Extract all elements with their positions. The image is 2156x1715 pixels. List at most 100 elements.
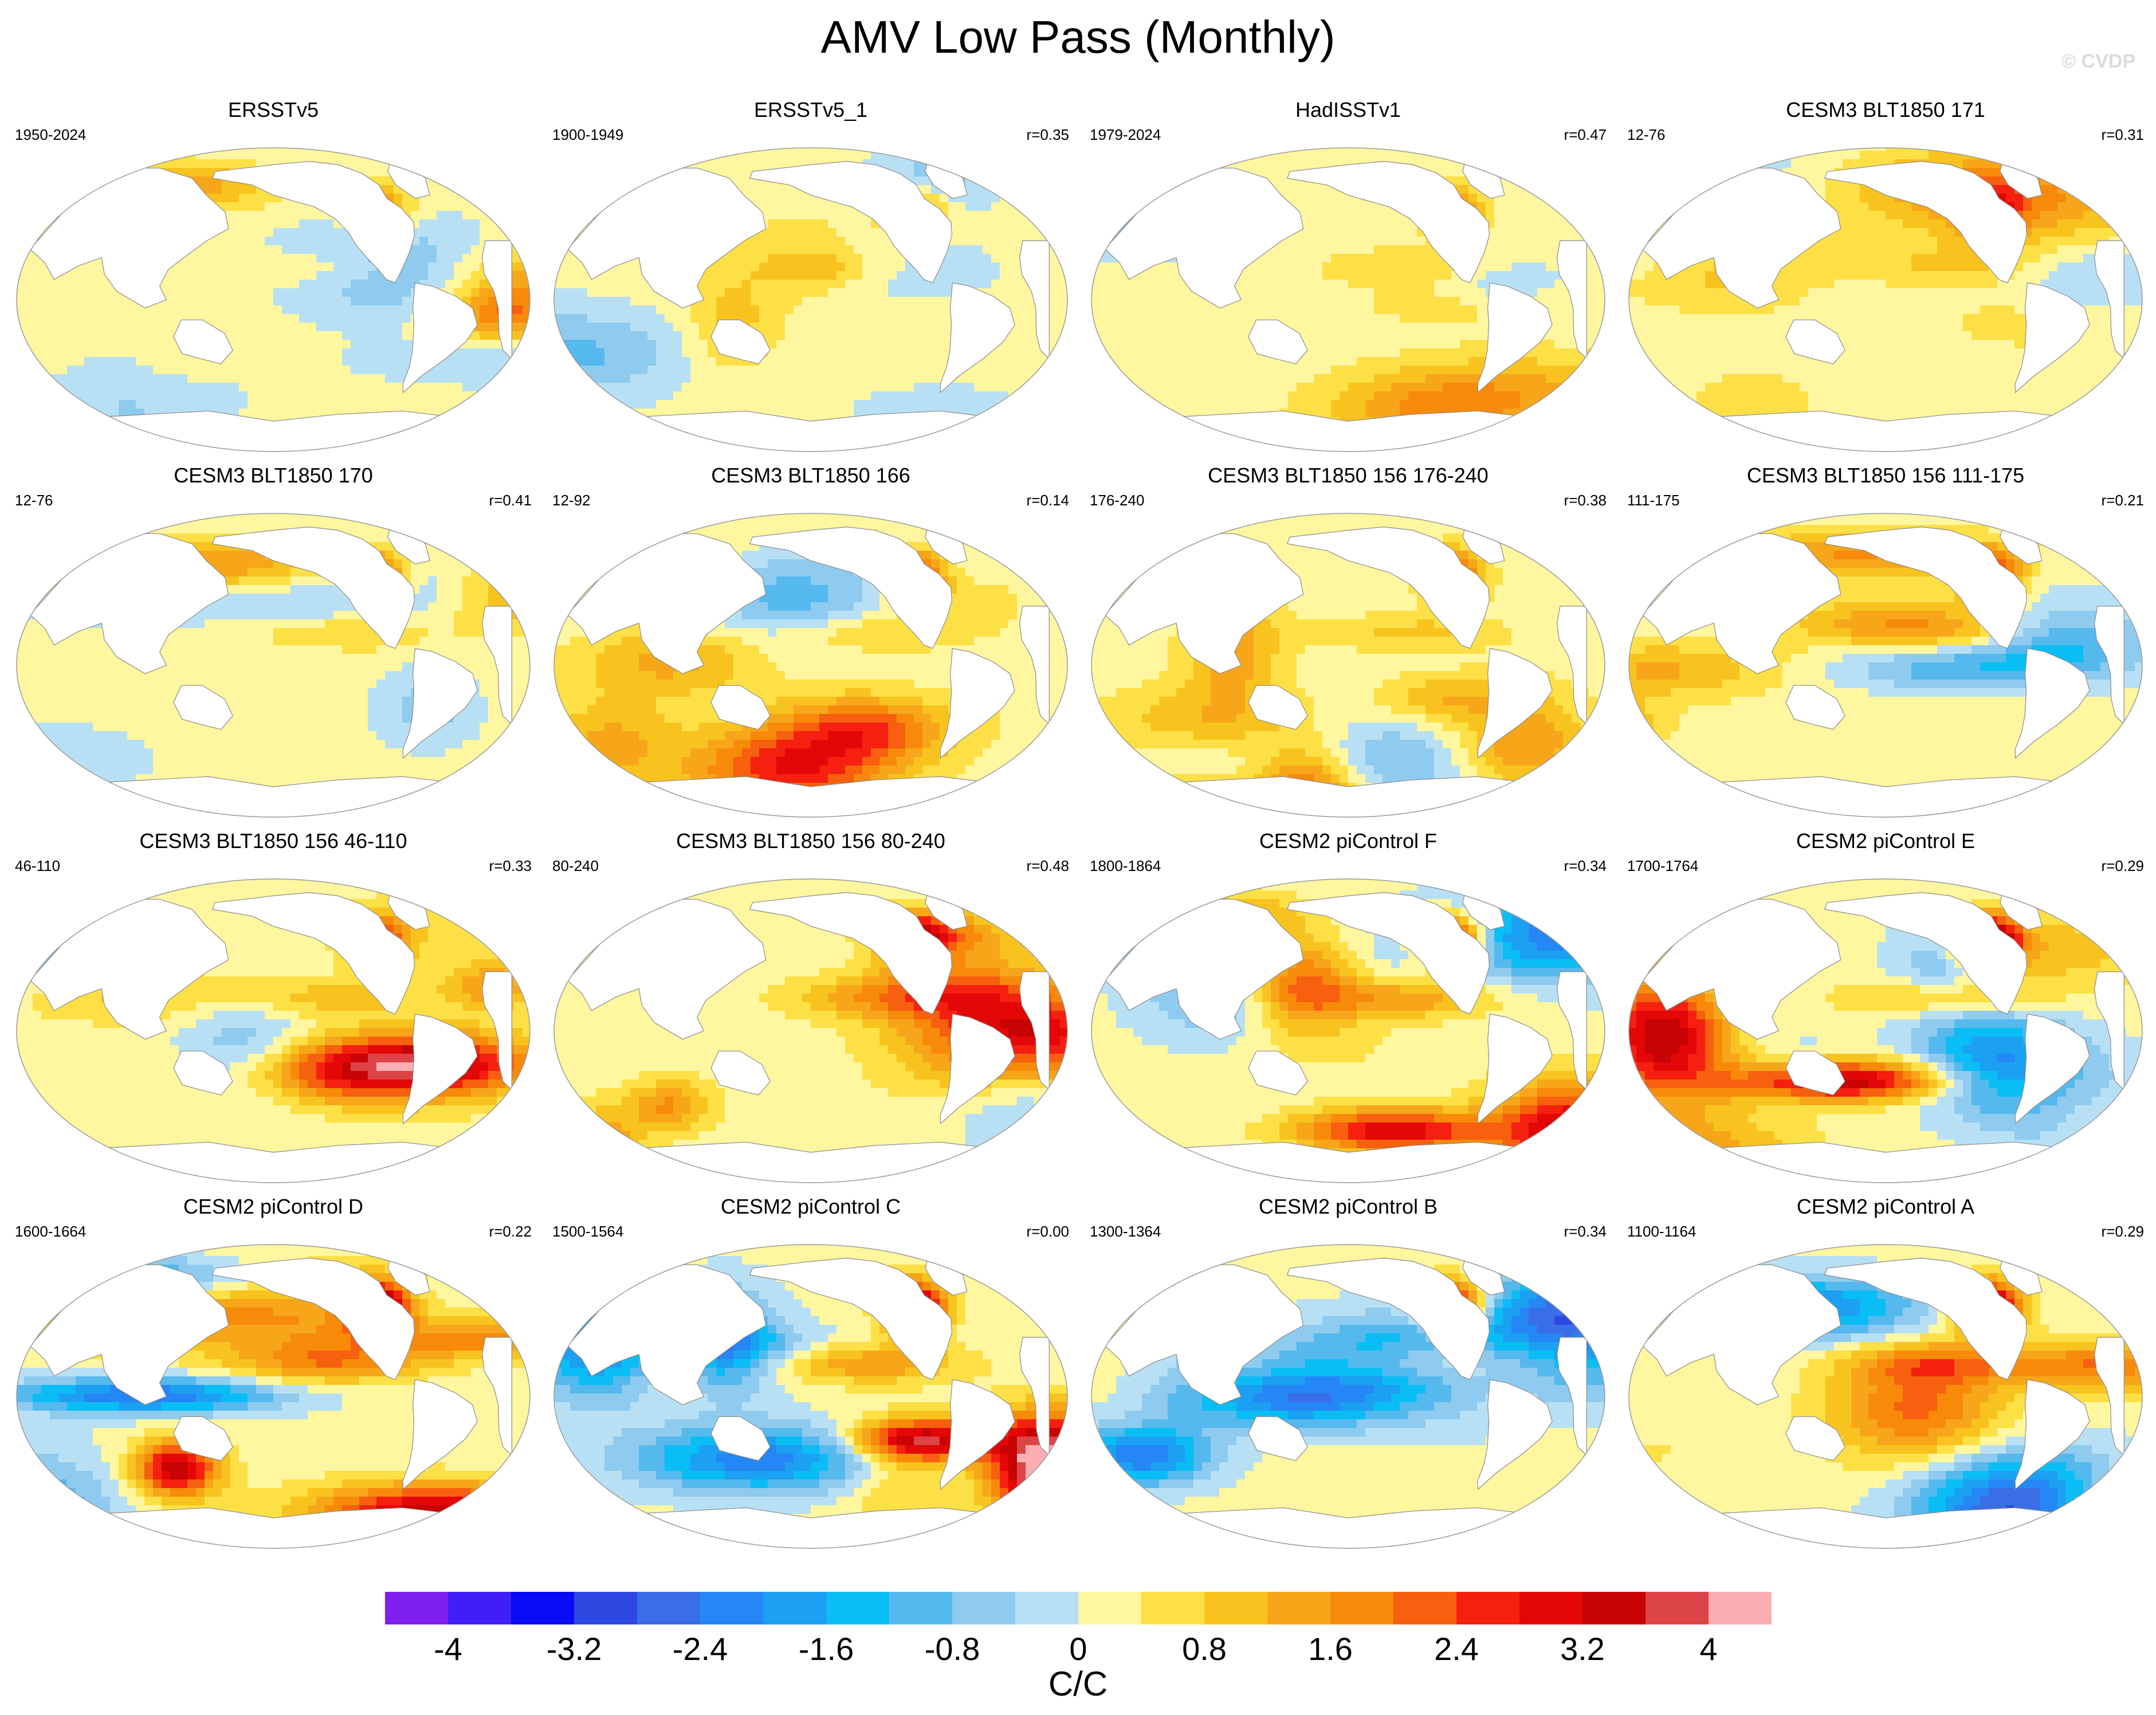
panel-years: 1300-1364: [1090, 1223, 1161, 1241]
sst-map: [1091, 513, 1605, 818]
colorbar-tick-label: -4: [434, 1631, 462, 1667]
map-panel: CESM2 piControl B 1300-1364 r=0.34: [1082, 1194, 1615, 1554]
colorbar-tick-label: -1.6: [799, 1631, 854, 1667]
panel-title: CESM2 piControl F: [1082, 829, 1615, 854]
figure-title: AMV Low Pass (Monthly): [0, 6, 2156, 69]
sst-map: [1628, 1244, 2143, 1549]
panel-correlation: r=0.29: [2102, 1223, 2144, 1241]
map-panel: ERSSTv5 1950-2024: [7, 97, 540, 457]
panel-title: CESM2 piControl A: [1619, 1194, 2152, 1219]
panel-years: 1950-2024: [15, 126, 86, 144]
colorbar-swatch: [1709, 1592, 1772, 1624]
panel-years: 80-240: [552, 857, 599, 875]
colorbar-tick-label: 2.4: [1434, 1631, 1479, 1667]
panel-correlation: r=0.29: [2102, 857, 2144, 875]
watermark: © CVDP: [2061, 50, 2135, 73]
panel-title: CESM3 BLT1850 171: [1619, 97, 2152, 123]
colorbar: [385, 1592, 1772, 1624]
colorbar-tick-label: 4: [1699, 1631, 1717, 1667]
map-panel: CESM3 BLT1850 156 176-240 176-240 r=0.38: [1082, 463, 1615, 823]
colorbar-tick-label: -3.2: [547, 1631, 602, 1667]
panel-title: CESM2 piControl C: [544, 1194, 1077, 1219]
map-panel: HadISSTv1 1979-2024 r=0.47: [1082, 97, 1615, 457]
colorbar-tick-label: -0.8: [925, 1631, 980, 1667]
colorbar-tick-label: 3.2: [1560, 1631, 1605, 1667]
colorbar-swatch: [1582, 1592, 1646, 1624]
map-panel: CESM2 piControl D 1600-1664 r=0.22: [7, 1194, 540, 1554]
map-panel: CESM3 BLT1850 156 111-175 111-175 r=0.21: [1619, 463, 2152, 823]
colorbar-swatch: [1204, 1592, 1268, 1624]
panel-correlation: r=0.35: [1027, 126, 1069, 144]
colorbar-swatch: [1015, 1592, 1079, 1624]
panel-correlation: r=0.48: [1027, 857, 1069, 875]
panel-title: CESM2 piControl E: [1619, 829, 2152, 854]
map-panel: CESM2 piControl F 1800-1864 r=0.34: [1082, 829, 1615, 1188]
panel-title: CESM3 BLT1850 156 111-175: [1619, 463, 2152, 488]
panel-years: 46-110: [15, 857, 60, 875]
map-panel: CESM3 BLT1850 166 12-92 r=0.14: [544, 463, 1077, 823]
colorbar-swatch: [952, 1592, 1016, 1624]
colorbar-swatch: [1141, 1592, 1205, 1624]
colorbar-swatch: [448, 1592, 512, 1624]
colorbar-swatch: [511, 1592, 575, 1624]
colorbar-swatch: [1519, 1592, 1583, 1624]
sst-map: [16, 1244, 531, 1549]
panel-correlation: r=0.00: [1027, 1223, 1069, 1241]
panel-years: 176-240: [1090, 492, 1144, 509]
panel-years: 12-76: [15, 492, 53, 509]
colorbar-tick-label: -2.4: [673, 1631, 728, 1667]
panel-years: 1500-1564: [552, 1223, 623, 1241]
map-panel: CESM2 piControl C 1500-1564 r=0.00: [544, 1194, 1077, 1554]
panel-title: CESM3 BLT1850 156 46-110: [7, 829, 540, 854]
panel-title: CESM3 BLT1850 170: [7, 463, 540, 488]
panel-correlation: r=0.34: [1564, 1223, 1607, 1241]
panel-years: 1800-1864: [1090, 857, 1161, 875]
map-panel: CESM3 BLT1850 170 12-76 r=0.41: [7, 463, 540, 823]
colorbar-swatch: [700, 1592, 764, 1624]
panel-title: CESM3 BLT1850 166: [544, 463, 1077, 488]
colorbar-tick-label: 0: [1069, 1631, 1087, 1667]
panel-correlation: r=0.34: [1564, 857, 1607, 875]
panel-years: 1700-1764: [1627, 857, 1698, 875]
colorbar-swatch: [1393, 1592, 1457, 1624]
sst-map: [16, 513, 531, 818]
panel-years: 12-92: [552, 492, 591, 509]
panel-correlation: r=0.38: [1564, 492, 1607, 509]
colorbar-swatch: [826, 1592, 890, 1624]
panel-years: 1979-2024: [1090, 126, 1161, 144]
sst-map: [1628, 147, 2143, 452]
map-panel: CESM2 piControl E 1700-1764 r=0.29: [1619, 829, 2152, 1188]
colorbar-swatch: [763, 1592, 827, 1624]
panel-years: 1100-1164: [1627, 1223, 1696, 1241]
colorbar-units: C/C: [0, 1664, 2156, 1704]
colorbar-swatch: [889, 1592, 953, 1624]
panel-title: ERSSTv5: [7, 97, 540, 123]
colorbar-swatch: [1646, 1592, 1709, 1624]
sst-map: [553, 513, 1068, 818]
colorbar-swatch: [385, 1592, 449, 1624]
colorbar-tick-label: 1.6: [1308, 1631, 1353, 1667]
sst-map: [16, 147, 531, 452]
map-panel: CESM3 BLT1850 171 12-76 r=0.31: [1619, 97, 2152, 457]
panel-title: CESM3 BLT1850 156 176-240: [1082, 463, 1615, 488]
panel-years: 1900-1949: [552, 126, 623, 144]
panel-years: 12-76: [1627, 126, 1666, 144]
panel-correlation: r=0.33: [489, 857, 532, 875]
panel-title: CESM2 piControl D: [7, 1194, 540, 1219]
panel-years: 111-175: [1627, 492, 1680, 509]
sst-map: [16, 878, 531, 1183]
map-panel: CESM3 BLT1850 156 46-110 46-110 r=0.33: [7, 829, 540, 1188]
sst-map: [1091, 878, 1605, 1183]
panel-correlation: r=0.31: [2102, 126, 2144, 144]
panel-title: CESM2 piControl B: [1082, 1194, 1615, 1219]
panel-title: HadISSTv1: [1082, 97, 1615, 123]
panel-title: CESM3 BLT1850 156 80-240: [544, 829, 1077, 854]
sst-map: [553, 1244, 1068, 1549]
panel-title: ERSSTv5_1: [544, 97, 1077, 123]
panel-years: 1600-1664: [15, 1223, 86, 1241]
sst-map: [1628, 878, 2143, 1183]
colorbar-tick-label: 0.8: [1182, 1631, 1227, 1667]
map-panel: CESM2 piControl A 1100-1164 r=0.29: [1619, 1194, 2152, 1554]
map-panel: ERSSTv5_1 1900-1949 r=0.35: [544, 97, 1077, 457]
colorbar-swatch: [1078, 1592, 1142, 1624]
